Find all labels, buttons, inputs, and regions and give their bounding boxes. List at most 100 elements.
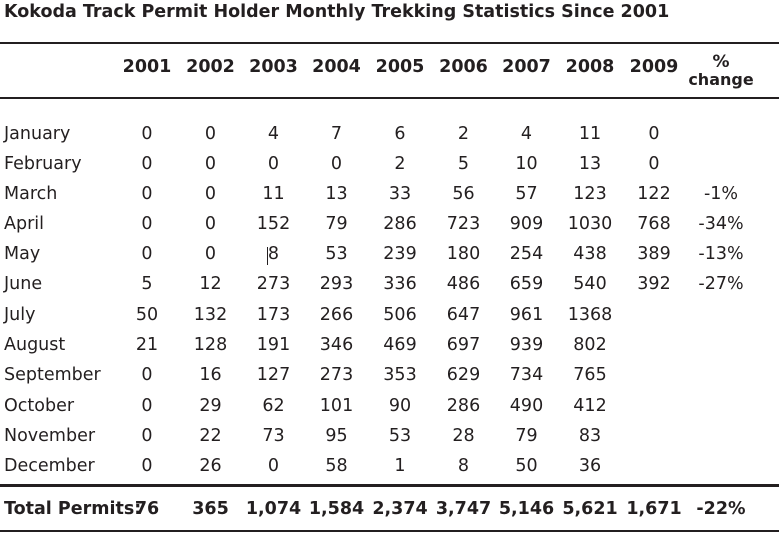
table-cell: 438 <box>573 244 607 264</box>
pct-cell: -27% <box>698 274 744 294</box>
table-cell: 540 <box>573 274 607 294</box>
table-cell: 629 <box>446 365 481 385</box>
table-cell: 10 <box>515 154 538 174</box>
pct-cell: -13% <box>698 244 744 264</box>
table-cell: 0 <box>204 184 217 204</box>
table-cell: 22 <box>199 426 222 446</box>
total-cell: 1,584 <box>308 499 365 519</box>
table-row: May 0 0 8 53 239 180 254 438 389 -13% <box>0 239 781 269</box>
table-cell: 0 <box>141 365 153 385</box>
table-cell: 95 <box>325 426 348 446</box>
table-cell: 79 <box>325 214 348 234</box>
table-row: September 0 16 127 273 353 629 734 765 <box>0 360 781 390</box>
table-cell: 8 <box>267 244 280 264</box>
table-cell <box>622 451 686 481</box>
pct-cell: -34% <box>698 214 744 234</box>
table-cell: 336 <box>383 274 417 294</box>
table-cell: 0 <box>648 154 660 174</box>
table-cell: 490 <box>509 396 544 416</box>
table-cell: 392 <box>637 274 671 294</box>
table-cell: 4 <box>267 124 280 144</box>
month-label: August <box>4 335 66 355</box>
table-cell: 0 <box>204 214 217 234</box>
table-cell <box>622 391 686 421</box>
table-cell: 12 <box>199 274 222 294</box>
table-cell: 273 <box>319 365 354 385</box>
table-cell: 353 <box>383 365 417 385</box>
table-row: July 50 132 173 266 506 647 961 1368 <box>0 300 781 330</box>
pct-change-label: change <box>688 70 754 89</box>
table-cell: 36 <box>578 456 602 476</box>
table-cell: 273 <box>256 274 291 294</box>
table-cell: 13 <box>325 184 348 204</box>
table-cell: 0 <box>141 396 153 416</box>
page-title: Kokoda Track Permit Holder Monthly Trekk… <box>4 2 670 22</box>
table-cell: 11 <box>262 184 285 204</box>
table-cell: 0 <box>141 456 153 476</box>
table-cell: 647 <box>446 305 481 325</box>
table-cell: 58 <box>325 456 348 476</box>
table-cell: 33 <box>388 184 412 204</box>
table-row: June 5 12 273 293 336 486 659 540 392 -2… <box>0 269 781 299</box>
pct-cell <box>686 421 756 451</box>
month-label: April <box>4 214 44 234</box>
table-cell: 152 <box>256 214 291 234</box>
table-cell: 5 <box>457 154 470 174</box>
table-row: November 0 22 73 95 53 28 79 83 <box>0 421 781 451</box>
total-pct-cell: -22% <box>696 499 746 519</box>
table-cell: 50 <box>515 456 538 476</box>
table-cell: 469 <box>383 335 417 355</box>
table-cell: 90 <box>388 396 412 416</box>
table-cell: 0 <box>204 124 217 144</box>
year-header: 2006 <box>439 57 488 77</box>
table-cell: 101 <box>319 396 354 416</box>
table-row: August 21 128 191 346 469 697 939 802 <box>0 330 781 360</box>
pct-cell <box>686 330 756 360</box>
table-cell: 53 <box>388 426 412 446</box>
table-cell: 486 <box>446 274 481 294</box>
top-rule <box>0 42 779 44</box>
table-cell: 8 <box>457 456 470 476</box>
total-cell: 5,146 <box>498 499 555 519</box>
table-cell <box>622 421 686 451</box>
month-label: January <box>4 124 71 144</box>
year-header: 2005 <box>375 57 425 77</box>
pct-cell <box>686 451 756 481</box>
table-cell: 128 <box>193 335 228 355</box>
table-cell: 0 <box>141 124 153 144</box>
pct-cell <box>686 149 756 179</box>
month-label: October <box>4 396 75 416</box>
table-row: October 0 29 62 101 90 286 490 412 <box>0 391 781 421</box>
year-header: 2003 <box>249 57 298 77</box>
year-header: 2002 <box>186 57 235 77</box>
table-cell: 0 <box>141 184 153 204</box>
table-cell: 6 <box>394 124 406 144</box>
table-cell: 389 <box>637 244 671 264</box>
table-cell: 21 <box>135 335 159 355</box>
table-cell: 0 <box>141 244 153 264</box>
table-cell: 293 <box>319 274 354 294</box>
table-cell: 180 <box>446 244 481 264</box>
table-cell: 909 <box>509 214 544 234</box>
year-header: 2004 <box>312 57 361 77</box>
total-cell: 1,074 <box>245 499 302 519</box>
table-cell: 191 <box>256 335 291 355</box>
table-cell: 286 <box>446 396 481 416</box>
month-label: May <box>4 244 41 264</box>
table-cell: 0 <box>267 154 280 174</box>
table-cell: 961 <box>509 305 544 325</box>
pct-symbol: % <box>712 52 730 72</box>
table-cell: 28 <box>452 426 475 446</box>
table-cell: 939 <box>509 335 544 355</box>
month-label: June <box>4 274 43 294</box>
table-cell: 254 <box>509 244 544 264</box>
month-label: September <box>4 365 101 385</box>
table-cell: 734 <box>509 365 544 385</box>
table-cell: 62 <box>262 396 285 416</box>
table-cell: 765 <box>573 365 607 385</box>
table-cell: 506 <box>383 305 417 325</box>
table-cell: 5 <box>141 274 153 294</box>
table-cell: 2 <box>457 124 470 144</box>
table-cell <box>622 300 686 330</box>
pct-cell <box>686 360 756 390</box>
